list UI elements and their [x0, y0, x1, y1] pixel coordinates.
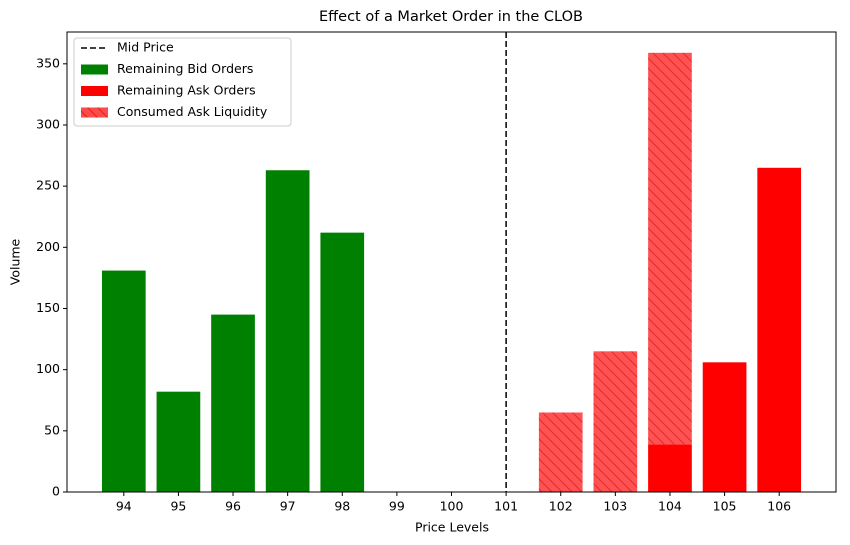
y-tick-label: 100 — [36, 361, 60, 376]
y-tick-label: 300 — [36, 116, 60, 131]
x-axis-label: Price Levels — [415, 520, 489, 535]
x-tick-label: 104 — [658, 499, 682, 514]
y-tick-label: 200 — [36, 239, 60, 254]
y-tick-label: 350 — [36, 55, 60, 70]
y-tick-label: 0 — [52, 484, 60, 499]
consumed-bar — [648, 52, 692, 445]
x-tick-label: 105 — [713, 499, 737, 514]
x-tick-label: 95 — [170, 499, 186, 514]
x-tick-label: 100 — [440, 499, 464, 514]
x-tick-label: 102 — [549, 499, 573, 514]
bar — [757, 167, 802, 493]
x-tick-label: 94 — [116, 499, 132, 514]
legend-label: Remaining Ask Orders — [117, 83, 256, 98]
x-tick-label: 106 — [767, 499, 791, 514]
bar — [265, 170, 310, 492]
legend-patch — [81, 64, 108, 75]
x-tick-label: 101 — [494, 499, 518, 514]
bar — [211, 314, 255, 492]
legend-label: Consumed Ask Liquidity — [117, 104, 268, 119]
consumed-bar — [593, 351, 638, 492]
bar — [320, 232, 365, 492]
bar — [648, 444, 692, 492]
legend-label: Mid Price — [117, 40, 174, 55]
x-tick-label: 96 — [225, 499, 241, 514]
y-tick-label: 50 — [44, 422, 60, 437]
legend-patch — [81, 86, 108, 96]
y-tick-label: 250 — [36, 178, 60, 193]
consumed-bar — [538, 412, 583, 492]
x-tick-label: 97 — [280, 499, 296, 514]
y-tick-label: 150 — [36, 300, 60, 315]
bar — [101, 270, 146, 492]
y-axis-label: Volume — [8, 238, 23, 285]
bar — [702, 362, 747, 492]
x-tick-label: 98 — [334, 499, 350, 514]
x-tick-label: 99 — [389, 499, 405, 514]
legend-box — [73, 37, 292, 127]
x-tick-label: 103 — [603, 499, 627, 514]
legend-label: Remaining Bid Orders — [117, 61, 253, 76]
bar — [156, 391, 201, 492]
legend-patch — [81, 107, 108, 118]
chart-title: Effect of a Market Order in the CLOB — [319, 9, 583, 25]
